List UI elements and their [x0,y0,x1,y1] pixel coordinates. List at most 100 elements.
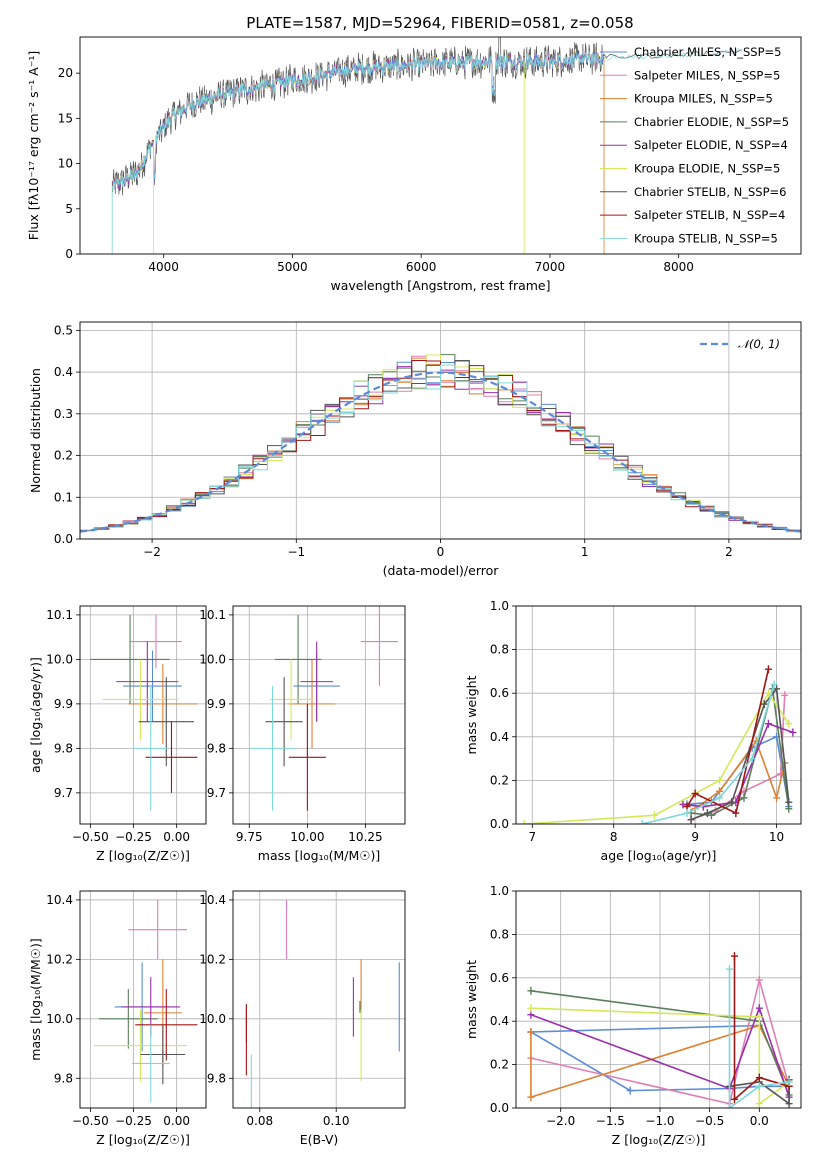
panel-residuals: −2 −1 0 1 2 0.0 0.1 0.2 0.3 0.4 0.5 (data-model)/er… [28,321,802,578]
weight-marker-chabrier_stelib [785,1099,793,1108]
weight-marker-kroupa_stelib [683,809,691,818]
weight-marker-kroupa_miles [773,793,781,802]
weight-marker-kroupa_elodie [716,776,724,785]
weight-line-salpeter_stelib [733,956,790,1102]
weight-marker-chabrier_stelib [785,798,793,807]
weight-line-kroupa_stelib [728,969,790,1108]
y-tick-label: 0.5 [54,323,73,337]
y-tick-label: 0.4 [490,730,509,744]
x-tick-label: 8000 [663,260,694,274]
x-tick-label: −0.50 [72,1114,109,1128]
legend-label: Kroupa MILES, N_SSP=5 [634,92,773,106]
legend-label: Salpeter MILES, N_SSP=5 [634,68,780,82]
axes-frame [79,321,802,540]
weight-marker-salpeter_stelib [764,665,772,674]
y-tick-label: 10.0 [46,652,73,666]
weight-marker-kroupa_elodie [755,1012,763,1021]
panel-mass_weight_vs_age: 7 8 9 10 0.0 0.2 0.4 0.6 0.8 1.0 age [log₁₀(age/yr… [464,599,802,863]
weight-marker-kroupa_stelib [716,793,724,802]
axes-frame [515,605,802,825]
y-tick-label: 10.1 [46,608,73,622]
error-point-chabrier_stelib [265,677,303,767]
weight-marker-salpeter_stelib [730,952,738,961]
weight-line-kroupa_stelib [642,684,775,824]
y-tick-label: 0.4 [54,365,73,379]
x-tick-label: −0.25 [115,1114,152,1128]
weight-marker-chabrier_stelib [773,684,781,693]
plot-area [111,37,742,254]
legend-label: 𝒩(0, 1) [738,337,780,351]
weight-marker-chabrier_stelib [687,815,695,824]
y-tick-label: 0.4 [490,1014,509,1028]
weight-line-salpeter_miles [530,976,790,1105]
y-tick-label: 10.4 [46,893,73,907]
weight-marker-kroupa_stelib [726,1104,734,1108]
y-tick-label: 0.1 [54,490,73,504]
y-tick-label: 9.9 [207,697,226,711]
figure-title: PLATE=1587, MJD=52964, FIBERID=0581, z=0… [246,14,633,32]
weight-marker-chabrier_stelib [728,798,736,807]
y-tick-label: 1.0 [490,884,509,898]
weight-line-salpeter_elodie [530,1005,790,1098]
axes-frame [79,36,802,255]
x-axis-label: Z [log₁₀(Z/Z☉)] [612,1132,706,1147]
y-tick-label: 10.1 [199,608,226,622]
x-tick-label: 0.00 [163,1114,190,1128]
y-tick-label: 0.0 [54,532,73,546]
x-tick-label: 9.75 [236,830,263,844]
weight-marker-chabrier_elodie [527,986,535,995]
weight-marker-chabrier_miles [626,1086,634,1095]
error-point-chabrier_miles [123,650,182,722]
weight-marker-salpeter_miles [755,975,763,984]
y-tick-label: 5 [65,202,73,216]
weight-marker-kroupa_miles [527,1028,535,1037]
error-point-kroupa_stelib [133,686,169,811]
error-point-kroupa_miles [128,663,198,744]
error-point-salpeter_stelib [288,703,326,811]
y-tick-label: 0.8 [490,643,509,657]
x-tick-label: −1 [287,545,305,559]
error-point-chabrier_stelib [140,1024,186,1085]
x-axis-label: E(B-V) [300,1132,339,1147]
y-axis-label: mass weight [464,675,479,754]
weight-marker-chabrier_elodie [707,811,715,820]
weight-marker-chabrier_stelib [703,809,711,818]
y-axis-label: Flux [fλ10⁻¹⁷ erg cm⁻² s⁻¹ A⁻¹] [26,51,41,240]
y-tick-label: 20 [58,66,73,80]
error-point-kroupa_miles [288,659,336,749]
weight-marker-chabrier_elodie [740,793,748,802]
panel-age_vs_Z: −0.50 −0.25 0.00 9.7 9.8 9.9 10.0 10.1 Z [log₁₀(… [28,605,207,863]
y-tick-label: 0.2 [490,1058,509,1072]
legend-label: Chabrier STELIB, N_SSP=6 [634,185,786,199]
panel-mass_weight_vs_Z: −2.0 −1.5 −1.0 −0.5 0.0 0.0 0.2 0.4 0.6 0.8 1.0 Z [… [464,884,802,1147]
x-tick-label: 0.08 [246,1114,273,1128]
y-tick-label: 0.0 [490,1101,509,1115]
y-tick-label: 0.2 [54,449,73,463]
error-point-chabrier_elodie [98,989,158,1049]
weight-line-chabrier_stelib [690,686,790,821]
y-tick-label: 10.4 [199,893,226,907]
error-point-kroupa_stelib [249,686,296,811]
weight-line-chabrier_stelib [729,1079,790,1106]
y-tick-label: 0.0 [490,817,509,831]
y-tick-label: 1.0 [490,599,509,613]
legend-label: Kroupa STELIB, N_SSP=5 [634,231,778,245]
y-tick-label: 0.6 [490,686,509,700]
error-point-salpeter_elodie [116,641,179,722]
normal-curve [80,371,801,533]
legend-label: Chabrier MILES, N_SSP=5 [634,45,781,59]
legend-label: Salpeter ELODIE, N_SSP=4 [634,138,788,152]
weight-marker-kroupa_stelib [785,1077,793,1086]
spectrum-legend: Chabrier MILES, N_SSP=5 Salpeter MILES, N… [600,45,789,245]
weight-marker-chabrier_stelib [760,700,768,709]
x-axis-label: age [log₁₀(age/yr)] [601,848,717,863]
error-point-salpeter_miles [360,606,399,687]
x-axis-label: Z [log₁₀(Z/Z☉)] [96,1132,190,1147]
legend-label: Salpeter STELIB, N_SSP=4 [634,208,785,222]
y-tick-label: 9.8 [54,741,73,755]
y-tick-label: 9.8 [54,1071,73,1085]
plot-area [80,354,801,534]
error-point-chabrier_stelib [138,677,194,767]
y-axis-label: mass weight [464,960,479,1039]
